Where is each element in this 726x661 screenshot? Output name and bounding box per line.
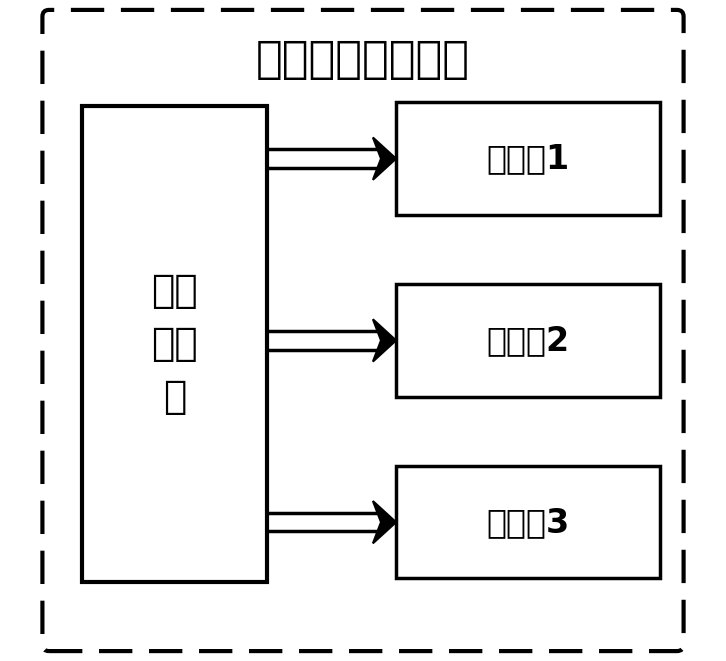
Text: 寄存器1: 寄存器1 — [486, 142, 570, 175]
FancyBboxPatch shape — [42, 10, 684, 651]
Bar — [396, 284, 661, 397]
Text: 寄存器3: 寄存器3 — [486, 506, 570, 539]
Bar — [396, 102, 661, 215]
Text: 寄存器2: 寄存器2 — [486, 324, 570, 357]
Bar — [396, 466, 661, 578]
Bar — [82, 106, 267, 582]
Polygon shape — [373, 137, 396, 180]
Text: 数据
分离
器: 数据 分离 器 — [151, 272, 198, 416]
Polygon shape — [373, 319, 396, 362]
Text: 数据寄存器组单元: 数据寄存器组单元 — [256, 38, 470, 81]
Polygon shape — [373, 501, 396, 543]
